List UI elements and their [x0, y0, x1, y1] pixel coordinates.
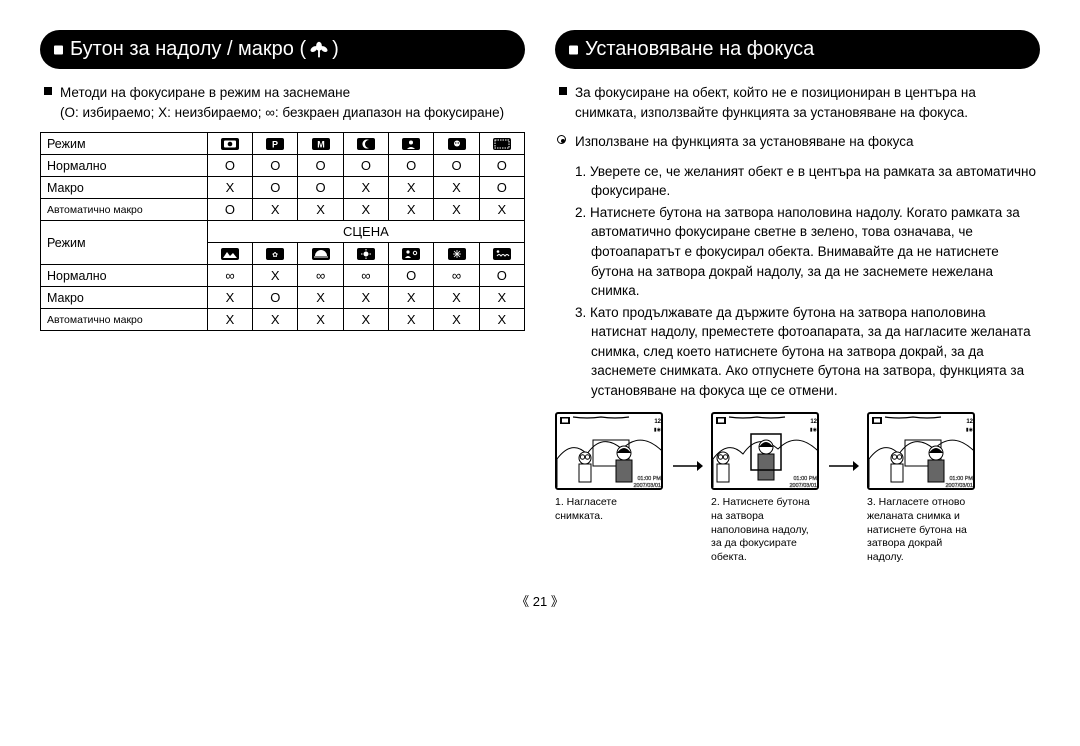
row-label: Нормално [41, 155, 208, 177]
right-use-label: Използване на функцията за установяване … [555, 132, 1040, 152]
svg-text:▮◉: ▮◉ [810, 427, 818, 433]
row-label: Нормално [41, 265, 208, 287]
svg-text:01:00 PM: 01:00 PM [637, 476, 661, 482]
lcd-screen-icon: 12 ▮◉ 01:00 PM 2007/03/01 [555, 412, 663, 490]
arrow-right-icon [673, 459, 703, 478]
svg-text:12: 12 [810, 419, 817, 425]
svg-text:2007/03/01: 2007/03/01 [789, 483, 817, 489]
lcd-screen-icon: 12 ▮◉ 01:00 PM 2007/03/01 [867, 412, 975, 490]
svg-text:2007/03/01: 2007/03/01 [945, 483, 973, 489]
table-row: Режим СЦЕНА [41, 221, 525, 243]
row-label: Режим [41, 133, 208, 155]
intro-line2: (O: избираемо; X: неизбираемо; ∞: безкра… [60, 105, 504, 120]
bullet-square-icon [559, 87, 567, 95]
scene-icon-dawn [343, 243, 388, 265]
left-intro: Методи на фокусиране в режим на заснеман… [40, 83, 525, 122]
table-row: МакроXOXXXXX [41, 287, 525, 309]
illus-caption: 3. Нагласете отново желаната снимка и на… [867, 496, 977, 564]
illus-caption: 1. Нагласете снимката. [555, 496, 665, 523]
mode-icon-manual: M [298, 133, 343, 155]
svg-text:12: 12 [654, 419, 661, 425]
row-label: Режим [41, 221, 208, 265]
row-label: Макро [41, 177, 208, 199]
scene-icon-beach [479, 243, 524, 265]
scene-icon-fireworks [434, 243, 479, 265]
table-row: Режим P M [41, 133, 525, 155]
intro-line1: Методи на фокусиране в режим на заснеман… [60, 85, 350, 100]
scene-icon-sunset [298, 243, 343, 265]
bullet-circle-icon [557, 135, 566, 144]
svg-text:✿: ✿ [272, 252, 278, 259]
list-item: 2. Натиснете бутона на затвора наполовин… [575, 203, 1040, 301]
table-row: МакроXOOXXXO [41, 177, 525, 199]
lcd-screen-icon: 12 ▮◉ 01:00 PM 2007/03/01 [711, 412, 819, 490]
illustration-row: 12 ▮◉ 01:00 PM 2007/03/01 1. Нагласете с… [555, 412, 1040, 564]
left-title-end: ) [332, 38, 339, 61]
svg-text:M: M [317, 139, 325, 149]
macro-icon [308, 39, 330, 61]
right-intro-text: За фокусиране на обект, който не е позиц… [575, 85, 976, 120]
right-section-header: Установяване на фокуса [555, 30, 1040, 69]
scene-icon-landscape [207, 243, 252, 265]
right-title-text: Установяване на фокуса [585, 38, 814, 61]
mode-icon-night [343, 133, 388, 155]
table-row: Нормално∞X∞∞O∞O [41, 265, 525, 287]
arrow-right-icon [829, 459, 859, 478]
mode-icon-portrait [389, 133, 434, 155]
illustration-1: 12 ▮◉ 01:00 PM 2007/03/01 1. Нагласете с… [555, 412, 665, 523]
row-label: Автоматично макро [41, 199, 208, 221]
mode-icon-scene [479, 133, 524, 155]
scene-header: СЦЕНА [207, 221, 524, 243]
svg-text:01:00 PM: 01:00 PM [949, 476, 973, 482]
illustration-3: 12 ▮◉ 01:00 PM 2007/03/01 3. Нагласете о… [867, 412, 977, 564]
left-title-text: Бутон за надолу / макро ( [70, 38, 306, 61]
row-label: Макро [41, 287, 208, 309]
svg-text:01:00 PM: 01:00 PM [793, 476, 817, 482]
svg-text:P: P [272, 139, 278, 149]
mode-icon-children [434, 133, 479, 155]
left-section-header: Бутон за надолу / макро ( ) [40, 30, 525, 69]
right-intro: За фокусиране на обект, който не е позиц… [555, 83, 1040, 122]
svg-text:2007/03/01: 2007/03/01 [633, 483, 661, 489]
table-row: НормалноOOOOOOO [41, 155, 525, 177]
table-row: Автоматично макроXXXXXXX [41, 309, 525, 331]
list-item: 1. Уверете се, че желаният обект е в цен… [575, 162, 1040, 201]
scene-icon-backlight [389, 243, 434, 265]
bullet-square-icon [44, 87, 52, 95]
focus-table-1: Режим P M НормалноOOOOOOO МакроXOOXXXO А… [40, 132, 525, 331]
use-label-text: Използване на функцията за установяване … [575, 134, 914, 149]
mode-icon-program: P [253, 133, 298, 155]
svg-text:▮◉: ▮◉ [654, 427, 662, 433]
table-row: Автоматично макроOXXXXXX [41, 199, 525, 221]
steps-list: 1. Уверете се, че желаният обект е в цен… [555, 162, 1040, 401]
illus-caption: 2. Натиснете бутона на затвора наполовин… [711, 496, 821, 564]
scene-icon-closeup: ✿ [253, 243, 298, 265]
row-label: Автоматично макро [41, 309, 208, 331]
mode-icon-auto [207, 133, 252, 155]
svg-text:12: 12 [966, 419, 973, 425]
list-item: 3. Като продължавате да държите бутона н… [575, 303, 1040, 401]
svg-text:▮◉: ▮◉ [966, 427, 974, 433]
illustration-2: 12 ▮◉ 01:00 PM 2007/03/01 2. Натиснете б… [711, 412, 821, 564]
page-number: 《 21 》 [0, 591, 1080, 610]
